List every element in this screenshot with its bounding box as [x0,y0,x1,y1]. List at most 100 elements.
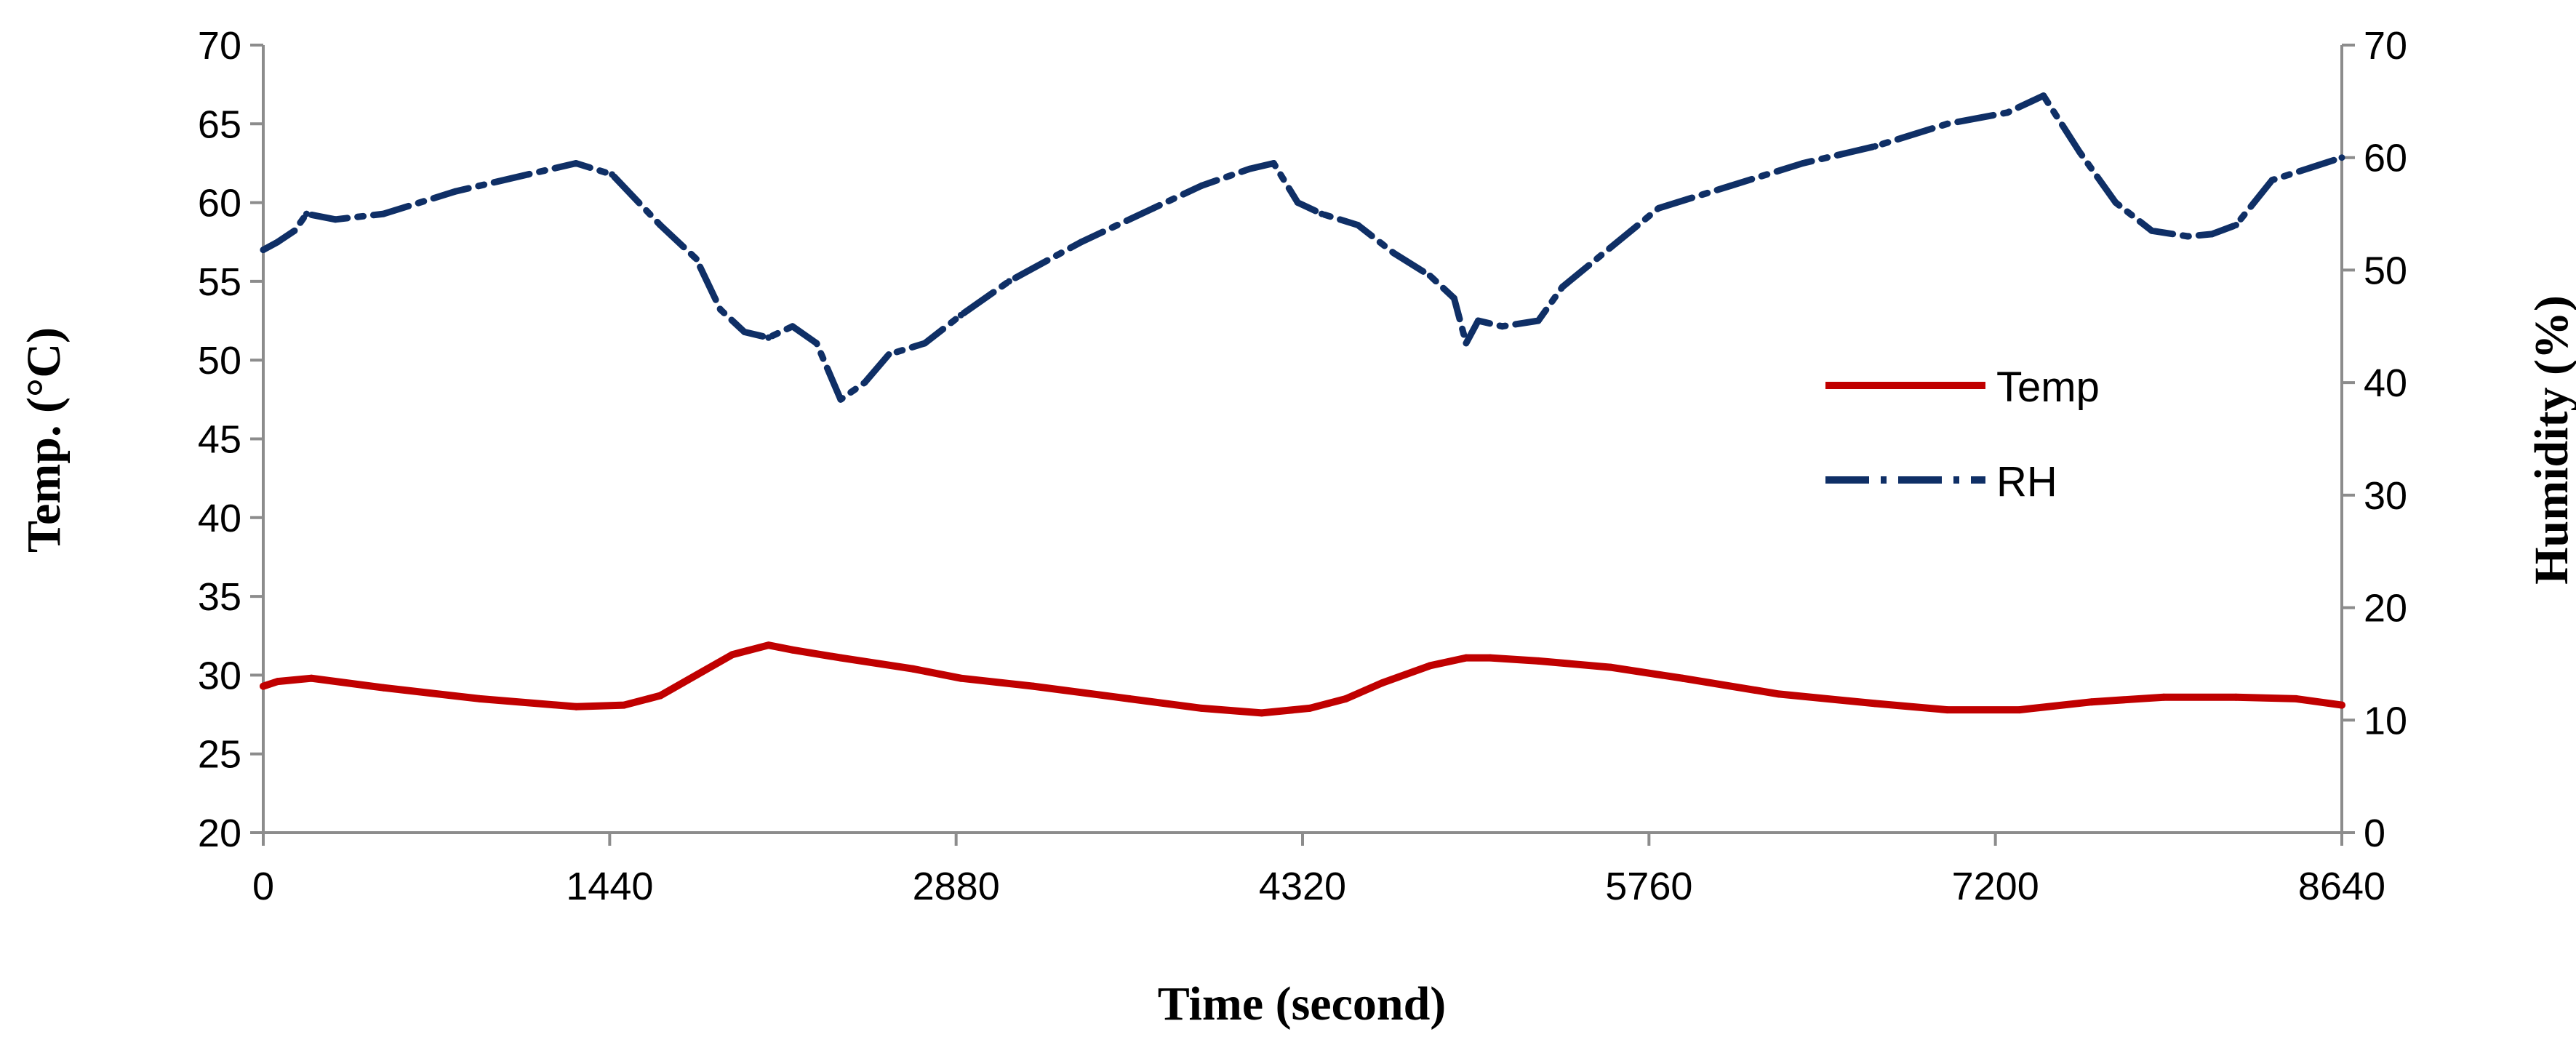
left-tick-label: 60 [198,182,241,225]
left-tick-label: 35 [198,575,241,619]
series-rh-point [1426,272,1433,279]
series-temp-point [1125,694,1133,702]
series-rh-point [332,216,339,223]
series-rh-point [837,396,844,403]
series-temp-point [1378,679,1386,687]
series-rh-point [2184,233,2191,240]
x-tick-label: 7200 [1952,865,2039,908]
right-tick-label: 20 [2364,587,2407,630]
x-tick-label: 4320 [1259,865,1346,908]
series-rh-point [303,210,310,217]
series-rh-point [1499,323,1506,330]
legend: Temp RH [1825,364,2100,505]
series-rh-point [260,247,267,254]
right-axis-title: Humidity (%) [2525,295,2576,585]
series-temp-point [2160,693,2168,701]
series-rh-point [657,222,664,228]
series-rh-point [2268,177,2276,184]
series-temp-point [308,674,316,682]
series-temp-point [692,671,700,679]
series-rh-point [717,306,724,313]
series-rh-point [380,210,387,217]
series-rh-point [813,340,820,347]
right-tick-label: 30 [2364,474,2407,518]
series-temp-point [1198,704,1206,712]
series-rh-point [274,239,281,246]
series-temp-point [380,684,388,692]
series-layer [260,92,2345,717]
series-rh-point [452,188,460,195]
series-temp-line [260,641,2345,717]
series-temp-point [1487,654,1494,662]
series-rh-point [1198,182,1205,189]
left-tick-label: 40 [198,497,241,540]
series-rh-point [741,329,748,335]
series-temp-point [656,692,664,700]
series-temp-point [1775,690,1783,698]
left-tick-label: 50 [198,339,241,383]
left-tick-label: 30 [198,654,241,697]
series-temp-point [1305,704,1313,712]
series-rh-point [1270,160,1277,167]
series-rh-point [1463,340,1470,347]
series-temp-point [1342,694,1350,702]
series-rh-point [1871,143,1879,150]
series-temp-point [1257,709,1265,717]
series-rh-point [1727,182,1735,189]
series-temp-point [836,654,844,662]
legend-temp-label: Temp [1996,364,2100,411]
axes [250,44,2355,846]
series-temp-point [476,694,484,702]
series-temp-point [273,678,281,686]
series-temp-point [788,646,796,654]
series-temp-point [1943,706,1951,714]
series-rh-point [1078,239,1085,246]
x-tick-label: 0 [252,865,274,908]
series-temp-point [2088,698,2095,706]
series-temp-point [1679,674,1687,682]
series-temp-point [2338,701,2345,709]
series-rh-point [1655,204,1663,212]
series-temp-point [1607,663,1615,671]
x-tick-labels: 0 1440 2880 4320 5760 7200 8640 [252,865,2385,908]
series-temp-point [620,701,628,709]
series-rh-point [2208,231,2215,238]
series-rh-point [2076,148,2083,156]
series-rh-point [861,379,868,386]
right-tick-label: 10 [2364,699,2407,742]
legend-rh-label: RH [1996,458,2057,505]
right-tick-label: 70 [2364,24,2407,68]
x-tick-label: 8640 [2298,865,2385,908]
series-rh-point [1559,284,1566,291]
right-tick-label: 40 [2364,361,2407,405]
series-rh-point [1150,204,1157,212]
left-axis-title: Temp. (°C) [17,327,71,553]
series-temp-point [909,665,917,673]
left-tick-labels: 20 25 30 35 40 45 50 55 60 65 70 [198,24,241,855]
right-tick-label: 60 [2364,137,2407,180]
x-tick-label: 5760 [1605,865,1692,908]
series-temp-point [2232,693,2240,701]
series-rh-point [789,323,796,330]
right-tick-label: 0 [2364,812,2385,855]
series-rh-point [957,311,964,319]
series-rh-line [260,92,2345,403]
series-rh-point [885,351,892,358]
right-tick-label: 50 [2364,249,2407,292]
series-rh-point [765,334,772,341]
series-rh-point [1799,160,1807,167]
left-tick-label: 70 [198,24,241,68]
series-rh-point [1475,317,1481,324]
series-rh-point [1246,165,1253,172]
series-rh-point [1005,278,1012,285]
series-temp-point [729,651,736,659]
series-rh-point [2112,199,2119,207]
series-temp-point [2292,694,2300,702]
series-rh-point [1450,295,1457,302]
series-rh-point [1354,222,1361,228]
x-tick-label: 2880 [913,865,1000,908]
series-temp-point [2015,706,2023,714]
left-tick-label: 20 [198,812,241,855]
x-axis-title: Time (second) [1158,977,1447,1030]
